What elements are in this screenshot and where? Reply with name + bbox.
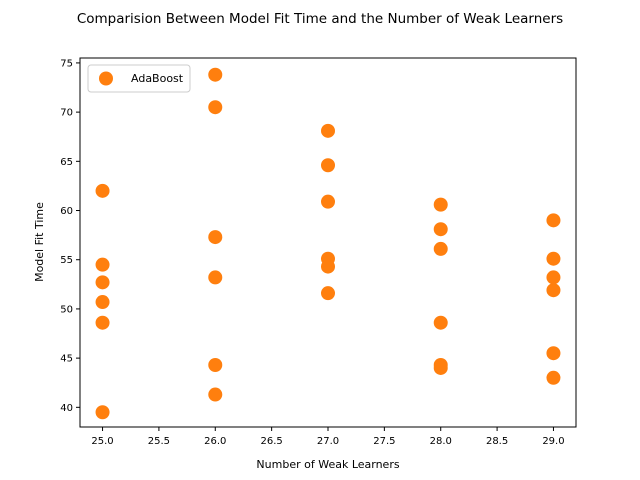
- data-points: [95, 67, 561, 420]
- x-tick-label: 25.5: [148, 436, 170, 447]
- data-point: [546, 213, 561, 228]
- y-tick-label: 60: [60, 206, 73, 217]
- x-tick-label: 28.0: [430, 436, 452, 447]
- x-tick-label: 29.0: [542, 436, 564, 447]
- data-point: [433, 315, 448, 330]
- x-tick-label: 26.5: [261, 436, 283, 447]
- x-tick-label: 28.5: [486, 436, 508, 447]
- y-tick-label: 70: [60, 108, 73, 119]
- data-point: [208, 100, 223, 115]
- y-axis-ticks: 40 45 50 55 60 65 70 75: [60, 58, 80, 414]
- legend: AdaBoost: [87, 64, 191, 93]
- data-point: [95, 315, 110, 330]
- data-point: [208, 358, 223, 373]
- data-point: [321, 194, 335, 209]
- y-axis-label: Model Fit Time: [33, 202, 46, 282]
- x-tick-label: 26.0: [204, 436, 226, 447]
- data-point: [95, 257, 110, 272]
- y-tick-label: 55: [60, 255, 73, 266]
- data-point: [546, 283, 561, 298]
- data-point: [433, 222, 448, 237]
- data-point: [433, 241, 448, 256]
- data-point: [433, 197, 448, 212]
- data-point: [208, 387, 223, 402]
- x-axis-ticks: 25.0 25.5 26.0 26.5 27.0 27.5 28.0 28.5 29.0: [91, 427, 565, 447]
- x-tick-label: 27.0: [317, 436, 339, 447]
- data-point: [208, 67, 223, 82]
- data-point: [95, 405, 110, 420]
- data-point: [546, 251, 561, 266]
- plot-frame: [79, 57, 577, 428]
- y-tick-label: 50: [60, 304, 73, 315]
- data-point: [95, 295, 110, 310]
- data-point: [321, 286, 335, 301]
- data-point: [546, 270, 561, 285]
- x-tick-label: 27.5: [373, 436, 395, 447]
- legend-frame: [87, 64, 191, 93]
- y-tick-label: 75: [60, 58, 73, 69]
- x-axis-label: Number of Weak Learners: [256, 458, 399, 471]
- y-tick-label: 65: [60, 157, 73, 168]
- chart-title: Comparision Between Model Fit Time and t…: [77, 11, 563, 27]
- data-point: [95, 183, 110, 198]
- legend-label: AdaBoost: [131, 72, 184, 85]
- y-tick-label: 40: [60, 403, 73, 414]
- data-point: [95, 275, 110, 290]
- data-point: [208, 270, 223, 285]
- data-point: [321, 123, 335, 138]
- data-point: [208, 230, 223, 245]
- data-point: [321, 259, 335, 274]
- data-point: [546, 370, 561, 385]
- legend-marker: [99, 71, 113, 86]
- plot-area: [80, 58, 576, 427]
- data-point: [321, 158, 335, 173]
- y-tick-label: 45: [60, 354, 73, 365]
- x-tick-label: 25.0: [91, 436, 113, 447]
- data-point: [546, 346, 561, 361]
- data-point: [433, 360, 448, 375]
